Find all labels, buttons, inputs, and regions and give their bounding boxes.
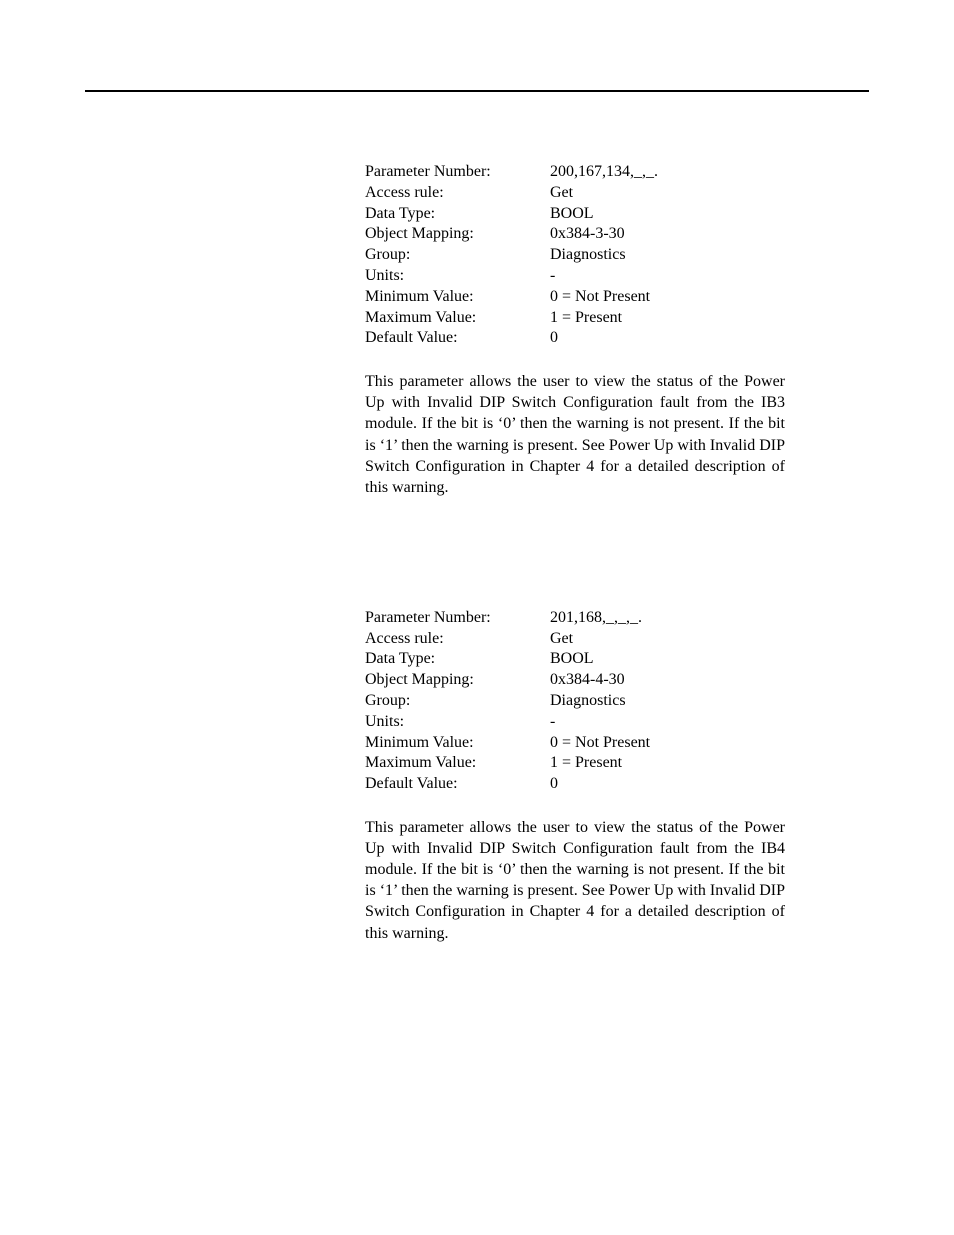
param-label: Minimum Value: <box>365 287 550 308</box>
param-label: Data Type: <box>365 649 550 670</box>
parameter-table: Parameter Number: 200,167,134,_,_. Acces… <box>365 162 869 349</box>
param-row: Data Type: BOOL <box>365 204 869 225</box>
parameter-table: Parameter Number: 201,168,_,_,_. Access … <box>365 608 869 795</box>
param-row: Default Value: 0 <box>365 328 869 349</box>
param-label: Parameter Number: <box>365 608 550 629</box>
param-value: 0 = Not Present <box>550 287 869 308</box>
param-label: Group: <box>365 245 550 266</box>
param-value: 0x384-3-30 <box>550 224 869 245</box>
param-label: Default Value: <box>365 328 550 349</box>
param-row: Units: - <box>365 266 869 287</box>
parameter-description: This parameter allows the user to view t… <box>365 371 785 498</box>
param-value: Diagnostics <box>550 691 869 712</box>
param-value: 0 <box>550 774 869 795</box>
param-row: Default Value: 0 <box>365 774 869 795</box>
param-row: Parameter Number: 201,168,_,_,_. <box>365 608 869 629</box>
param-row: Object Mapping: 0x384-4-30 <box>365 670 869 691</box>
param-row: Data Type: BOOL <box>365 649 869 670</box>
page: Parameter Number: 200,167,134,_,_. Acces… <box>0 0 954 1114</box>
param-label: Minimum Value: <box>365 733 550 754</box>
param-label: Access rule: <box>365 183 550 204</box>
param-row: Access rule: Get <box>365 629 869 650</box>
parameter-section-2: Parameter Number: 201,168,_,_,_. Access … <box>365 608 869 944</box>
param-row: Group: Diagnostics <box>365 691 869 712</box>
param-value: 0 = Not Present <box>550 733 869 754</box>
param-label: Default Value: <box>365 774 550 795</box>
param-value: - <box>550 712 869 733</box>
param-row: Maximum Value: 1 = Present <box>365 308 869 329</box>
param-value: 201,168,_,_,_. <box>550 608 869 629</box>
param-label: Object Mapping: <box>365 670 550 691</box>
param-value: Get <box>550 183 869 204</box>
param-value: 1 = Present <box>550 753 869 774</box>
param-value: 1 = Present <box>550 308 869 329</box>
param-value: 0x384-4-30 <box>550 670 869 691</box>
param-row: Units: - <box>365 712 869 733</box>
param-label: Units: <box>365 712 550 733</box>
param-value: 200,167,134,_,_. <box>550 162 869 183</box>
param-label: Units: <box>365 266 550 287</box>
param-label: Maximum Value: <box>365 753 550 774</box>
param-row: Access rule: Get <box>365 183 869 204</box>
param-label: Data Type: <box>365 204 550 225</box>
param-value: - <box>550 266 869 287</box>
param-row: Group: Diagnostics <box>365 245 869 266</box>
parameter-section-1: Parameter Number: 200,167,134,_,_. Acces… <box>365 162 869 498</box>
param-value: BOOL <box>550 649 869 670</box>
param-row: Object Mapping: 0x384-3-30 <box>365 224 869 245</box>
param-row: Minimum Value: 0 = Not Present <box>365 733 869 754</box>
horizontal-rule <box>85 90 869 92</box>
param-label: Maximum Value: <box>365 308 550 329</box>
param-value: Diagnostics <box>550 245 869 266</box>
param-value: 0 <box>550 328 869 349</box>
parameter-description: This parameter allows the user to view t… <box>365 817 785 944</box>
param-label: Parameter Number: <box>365 162 550 183</box>
param-row: Minimum Value: 0 = Not Present <box>365 287 869 308</box>
param-label: Access rule: <box>365 629 550 650</box>
param-label: Group: <box>365 691 550 712</box>
param-value: Get <box>550 629 869 650</box>
param-value: BOOL <box>550 204 869 225</box>
param-label: Object Mapping: <box>365 224 550 245</box>
param-row: Parameter Number: 200,167,134,_,_. <box>365 162 869 183</box>
param-row: Maximum Value: 1 = Present <box>365 753 869 774</box>
